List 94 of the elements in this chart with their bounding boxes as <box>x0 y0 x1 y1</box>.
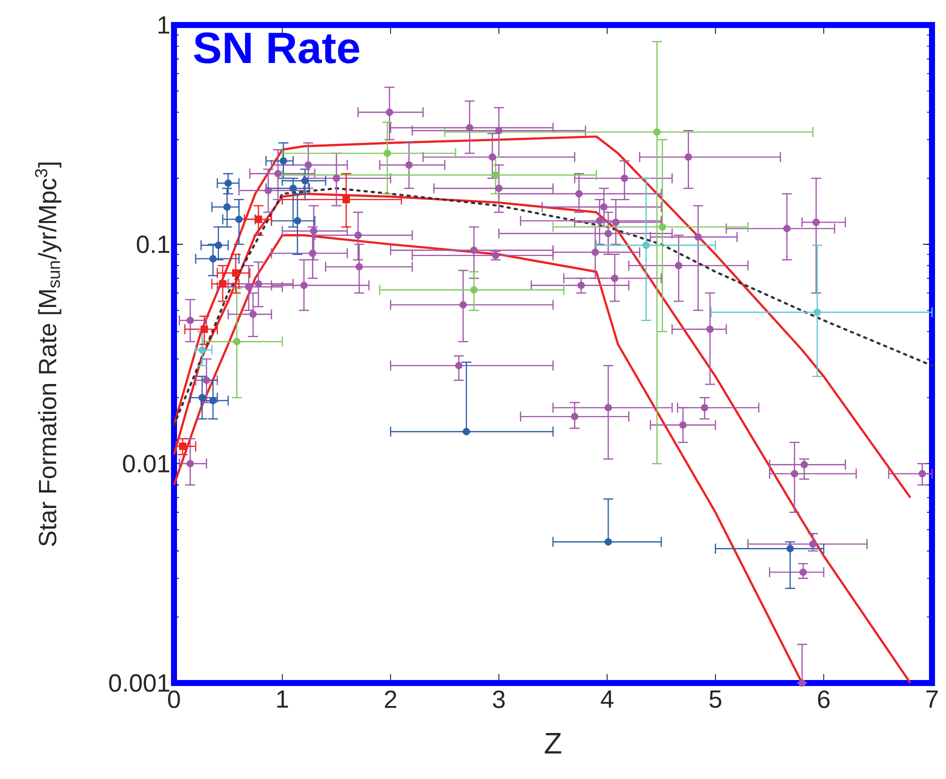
point <box>577 282 585 290</box>
point <box>209 254 217 262</box>
point <box>308 250 316 258</box>
y-tick-label: 1 <box>158 16 170 34</box>
point <box>219 280 226 288</box>
point <box>642 242 650 249</box>
x-tick-label: 7 <box>926 690 938 708</box>
point <box>706 326 714 333</box>
point <box>679 421 687 429</box>
point <box>232 269 240 277</box>
point <box>604 230 612 238</box>
point <box>249 310 257 318</box>
point <box>332 174 340 182</box>
point <box>466 124 474 132</box>
x-tick-label: 5 <box>710 690 722 708</box>
point <box>342 196 350 204</box>
x-tick-label: 2 <box>384 690 396 708</box>
point <box>300 282 308 290</box>
point <box>658 223 666 231</box>
point <box>809 540 817 548</box>
point <box>790 470 798 478</box>
point <box>492 171 500 179</box>
point <box>812 218 820 226</box>
x-axis-title: Z <box>544 732 562 754</box>
point <box>488 153 496 161</box>
point <box>783 224 791 232</box>
point <box>684 153 692 161</box>
x-tick-label: 0 <box>168 690 180 708</box>
point <box>254 216 262 224</box>
point <box>786 544 794 552</box>
chart-title: SN Rate <box>194 32 360 64</box>
point <box>470 246 478 254</box>
x-tick-label: 3 <box>492 690 505 708</box>
point <box>570 412 578 420</box>
point <box>620 174 628 182</box>
point <box>198 346 206 354</box>
point <box>304 161 312 169</box>
point <box>462 428 470 436</box>
y-tick-label: 0.1 <box>136 236 170 254</box>
point <box>209 396 217 404</box>
point <box>495 126 503 134</box>
point <box>274 170 282 178</box>
point <box>214 242 222 249</box>
line-series <box>172 187 934 426</box>
point <box>264 186 272 194</box>
point <box>198 394 206 402</box>
point <box>186 460 194 468</box>
point <box>202 376 210 384</box>
point <box>455 362 462 370</box>
point <box>233 338 241 346</box>
point <box>224 179 232 187</box>
point <box>611 274 618 282</box>
point <box>186 316 194 324</box>
point <box>694 233 702 241</box>
point <box>310 227 318 235</box>
point <box>235 216 243 224</box>
point <box>405 161 413 169</box>
x-tick-label: 1 <box>277 690 288 708</box>
point <box>470 286 478 294</box>
x-tick-label: 4 <box>600 690 614 708</box>
point <box>600 203 608 211</box>
point <box>592 248 599 256</box>
point <box>814 308 821 316</box>
point <box>301 177 309 184</box>
point <box>799 568 807 576</box>
point <box>674 262 682 270</box>
point <box>245 283 252 291</box>
point <box>604 538 612 546</box>
y-tick-label: 0.01 <box>122 454 170 472</box>
point <box>918 470 926 478</box>
point <box>355 263 363 270</box>
y-tick-label: 0.001 <box>109 674 170 692</box>
point <box>604 404 612 412</box>
point <box>354 232 362 239</box>
x-tick-label: 6 <box>818 690 830 708</box>
point <box>254 280 262 288</box>
point <box>459 301 467 308</box>
point <box>653 128 661 136</box>
point <box>200 326 208 333</box>
point <box>612 218 620 226</box>
point <box>495 184 503 192</box>
point <box>223 203 231 211</box>
point <box>700 404 708 412</box>
point <box>289 184 297 192</box>
point <box>596 217 604 225</box>
point <box>384 150 392 158</box>
point <box>280 157 288 165</box>
y-axis-title: Star Formation Rate [M$_{sun}$/yr/Mpc$^{3}$] <box>34 162 62 546</box>
point <box>178 442 186 450</box>
point <box>575 190 583 198</box>
line-series <box>172 135 912 499</box>
point <box>798 679 806 687</box>
point <box>294 217 302 225</box>
point <box>386 108 394 116</box>
